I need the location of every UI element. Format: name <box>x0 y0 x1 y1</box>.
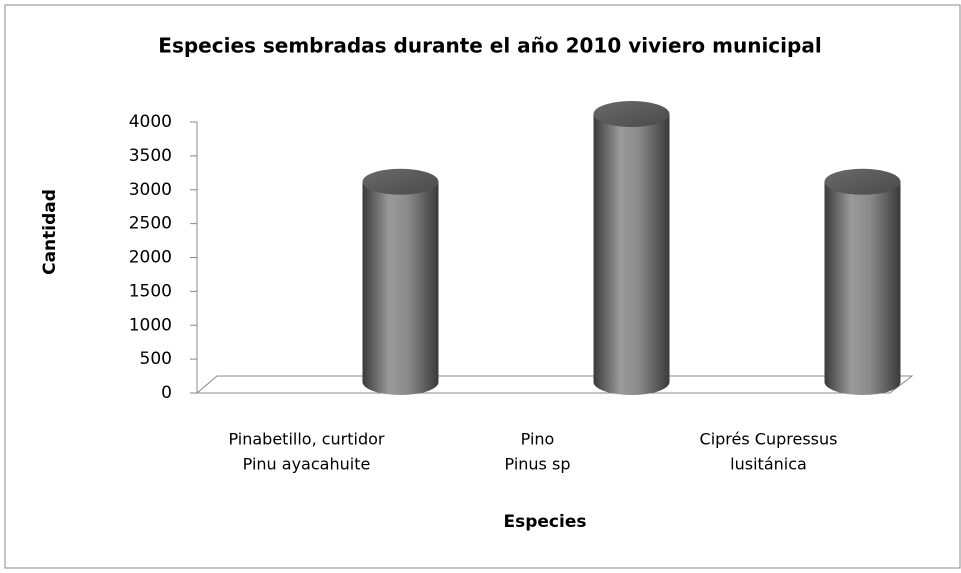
bar-top <box>362 168 439 195</box>
y-tick-label: 1500 <box>129 281 172 301</box>
x-tick-label: Pinu ayacahuite <box>243 455 371 474</box>
bar-top <box>593 101 670 127</box>
y-tick-label: 2000 <box>129 248 172 268</box>
chart-title: Especies sembradas durante el año 2010 v… <box>158 34 821 58</box>
bar-top <box>824 168 901 195</box>
y-tick-label: 3000 <box>129 180 172 200</box>
x-tick-label: Pinus sp <box>505 455 571 474</box>
floor <box>195 375 914 394</box>
y-axis-label: Cantidad <box>40 189 60 275</box>
y-tick-label: 500 <box>140 349 172 369</box>
x-tick-label: lusitánica <box>730 455 807 474</box>
x-tick-label: Ciprés Cupressus <box>700 430 838 449</box>
x-tick-label: Pinabetillo, curtidor <box>228 430 384 449</box>
x-tick-label: Pino <box>521 430 555 449</box>
y-tick-label: 3500 <box>129 146 172 166</box>
y-tick-label: 4000 <box>129 112 172 132</box>
x-axis-label: Especies <box>504 512 587 532</box>
bar <box>593 101 670 396</box>
bar <box>362 168 439 396</box>
bar-body <box>362 181 439 396</box>
bar <box>824 168 901 396</box>
bar-body <box>593 114 670 396</box>
y-tick-label: 0 <box>161 383 172 403</box>
chart-frame <box>4 4 961 569</box>
y-tick-label: 1000 <box>129 315 172 335</box>
y-tick-label: 2500 <box>129 214 172 234</box>
bar-body <box>824 181 901 396</box>
